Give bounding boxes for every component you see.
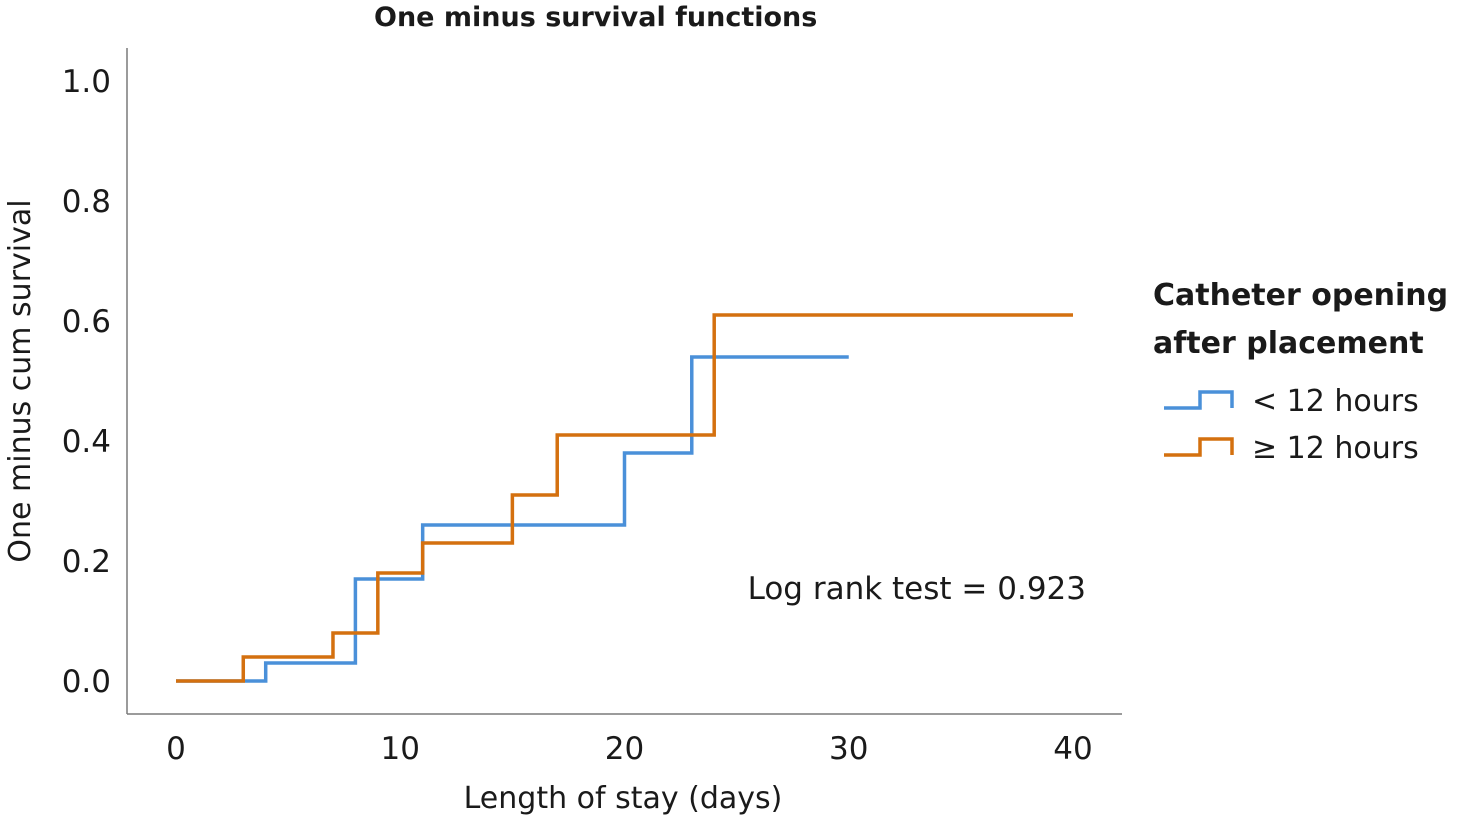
legend-item-lt12: < 12 hours [1162,382,1462,419]
x-tick-label: 40 [1053,731,1092,767]
legend-label-lt12: < 12 hours [1252,384,1419,419]
x-tick-label: 10 [381,731,420,767]
chart-title: One minus survival functions [374,2,818,33]
y-tick-label: 0.0 [62,664,111,700]
series-line-ge12 [176,313,1073,683]
y-tick-label: 1.0 [62,64,111,100]
log-rank-annotation: Log rank test = 0.923 [748,571,1086,607]
legend-swatch-ge12 [1164,437,1234,457]
y-tick-label: 0.4 [62,424,111,460]
legend-line-lt12 [1164,390,1234,410]
legend-title: Catheter opening after placement [1153,278,1449,361]
legend-swatch-lt12 [1164,390,1234,410]
y-tick-label: 0.8 [62,184,111,220]
plot-area: 0.0 0.2 0.4 0.6 0.8 1.0 0 10 20 30 40 Length of sta… [3,48,1122,816]
legend-line-ge12 [1164,437,1234,457]
y-axis-label: One minus cum survival [3,199,38,562]
x-tick-label: 20 [605,731,644,767]
x-tick-label: 30 [829,731,868,767]
x-tick-label: 0 [166,731,186,767]
x-axis-label: Length of stay (days) [464,781,783,816]
legend-item-ge12: ≥ 12 hours [1162,429,1462,466]
legend-label-ge12: ≥ 12 hours [1252,431,1419,466]
y-tick-label: 0.6 [62,304,111,340]
y-tick-label: 0.2 [62,544,111,580]
